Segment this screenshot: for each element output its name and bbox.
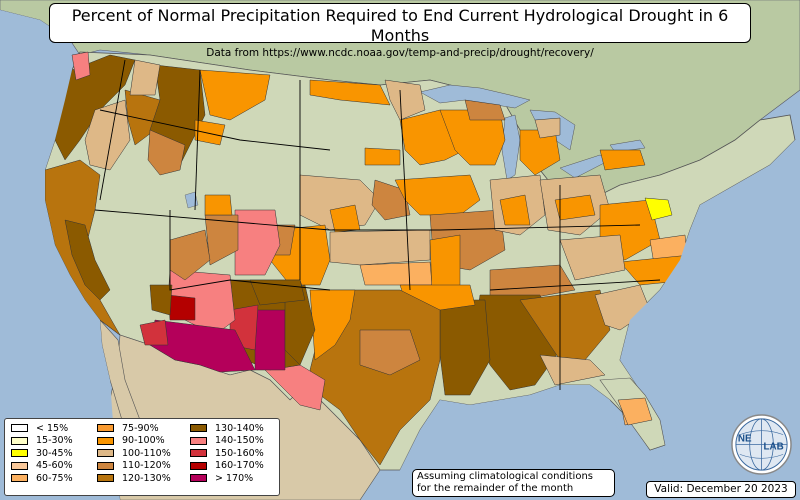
- valid-date: Valid: December 20 2023: [646, 481, 796, 498]
- legend-item: > 170%: [190, 472, 264, 485]
- lake-ontario: [609, 139, 646, 153]
- legend-swatch: [97, 449, 114, 458]
- title-box: Percent of Normal Precipitation Required…: [49, 3, 751, 59]
- state-boundaries: [94, 59, 661, 390]
- legend-swatch: [11, 474, 28, 483]
- legend-item: 130-140%: [190, 422, 264, 435]
- legend-item: 15-30%: [11, 435, 73, 448]
- note-line-1: Assuming climatological conditions: [417, 471, 593, 482]
- legend-item: 140-150%: [190, 435, 264, 448]
- legend-swatch: [97, 461, 114, 470]
- florida-south-region: [617, 397, 653, 426]
- legend-swatch: [190, 461, 207, 470]
- legend-item: < 15%: [11, 422, 73, 435]
- legend-swatch: [11, 436, 28, 445]
- great-salt-lake: [184, 191, 199, 209]
- legend-swatch: [190, 424, 207, 433]
- legend-item: 160-170%: [190, 460, 264, 473]
- svg-text:NE: NE: [738, 434, 752, 445]
- legend-item: 30-45%: [11, 447, 73, 460]
- note-line-2: for the remainder of the month: [417, 483, 574, 494]
- lake-superior: [419, 84, 531, 109]
- legend-item: 90-100%: [97, 435, 171, 448]
- legend-swatch: [190, 474, 207, 483]
- legend-column-3: 130-140% 140-150% 150-160% 160-170% > 17…: [190, 422, 264, 485]
- legend-item: 110-120%: [97, 460, 171, 473]
- legend-item: 150-160%: [190, 447, 264, 460]
- legend-swatch: [97, 436, 114, 445]
- legend-swatch: [11, 424, 28, 433]
- legend-item: 100-110%: [97, 447, 171, 460]
- legend-column-2: 75-90% 90-100% 100-110% 110-120% 120-130…: [97, 422, 171, 485]
- legend-swatch: [190, 436, 207, 445]
- lake-michigan: [501, 114, 521, 181]
- map-title: Percent of Normal Precipitation Required…: [71, 6, 729, 45]
- assumption-note: Assuming climatological conditions for t…: [412, 469, 615, 497]
- legend-swatch: [11, 461, 28, 470]
- nexlab-globe-logo-icon: NE LAB: [731, 414, 792, 475]
- legend-item: 45-60%: [11, 460, 73, 473]
- legend-item: 60-75%: [11, 472, 73, 485]
- legend-item: 120-130%: [97, 472, 171, 485]
- pacific-ocean: [0, 10, 120, 500]
- map-subtitle: Data from https://www.ncdc.noaa.gov/temp…: [206, 47, 594, 59]
- legend-swatch: [97, 424, 114, 433]
- legend-item: 75-90%: [97, 422, 171, 435]
- legend-swatch: [11, 449, 28, 458]
- svg-text:LAB: LAB: [763, 441, 783, 452]
- legend-column-1: < 15% 15-30% 30-45% 45-60% 60-75%: [11, 422, 73, 485]
- legend-swatch: [190, 449, 207, 458]
- legend: < 15% 15-30% 30-45% 45-60% 60-75% 75-90%…: [4, 418, 280, 496]
- atlantic-ocean: [620, 140, 800, 500]
- legend-swatch: [97, 474, 114, 483]
